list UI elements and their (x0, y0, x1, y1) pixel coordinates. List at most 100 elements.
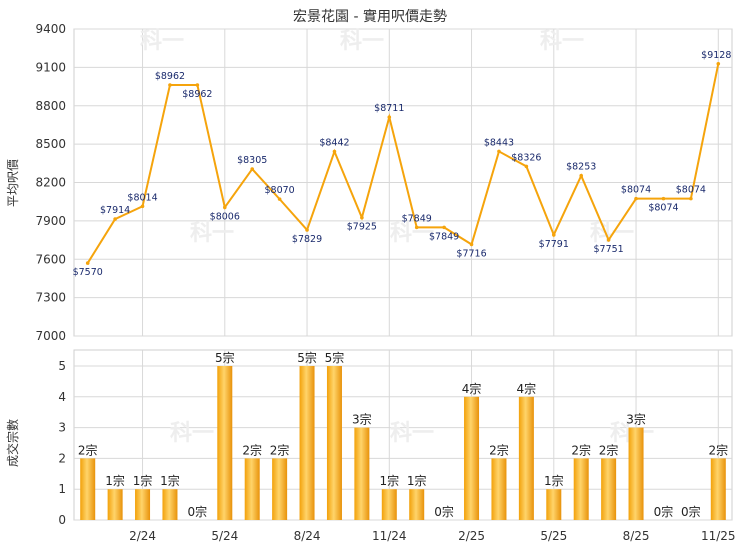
volume-bar (326, 366, 342, 520)
price-data-label: $7751 (594, 244, 624, 255)
volume-chart-panel: 0 1 2 3 4 5 2/24 5/24 8/24 11/24 2/25 5/25 8/25 11/25… (58, 349, 736, 543)
volume-bar (381, 489, 397, 520)
price-point (360, 215, 364, 220)
price-data-label: $8962 (155, 71, 185, 82)
price-data-label: $7849 (402, 213, 432, 224)
volume-data-label: 0宗 (188, 504, 208, 519)
volume-bar (107, 489, 123, 520)
price-point (524, 164, 529, 169)
volume-data-label: 3宗 (626, 412, 646, 427)
volume-y-tick-label: 2 (58, 451, 66, 465)
price-data-label: $8070 (265, 185, 295, 196)
price-data-label: $8326 (511, 152, 541, 163)
x-tick-label: 5/25 (540, 529, 567, 543)
volume-data-label: 2宗 (242, 442, 262, 457)
price-point (140, 204, 145, 209)
price-data-label: $7914 (100, 205, 130, 216)
price-y-tick-label: 7900 (35, 214, 66, 228)
price-axis-title: 平均呎價 (6, 159, 20, 207)
watermark-text: 科一 (190, 221, 234, 246)
volume-y-tick-label: 4 (58, 390, 66, 404)
price-y-tick-label: 7300 (35, 291, 66, 305)
price-data-label: $7829 (292, 234, 322, 245)
price-point (661, 196, 666, 201)
price-series-line (86, 63, 720, 264)
price-data-label: $7791 (539, 239, 569, 250)
price-point (716, 61, 721, 66)
price-point (387, 115, 392, 119)
watermark-text: 科一 (140, 29, 184, 54)
volume-data-label: 2宗 (571, 442, 591, 457)
chart-title: 宏景花園 - 實用呎價走勢 (293, 8, 447, 25)
price-point (634, 196, 638, 201)
price-point (689, 196, 693, 201)
volume-axis-title: 成交宗數 (5, 419, 20, 467)
price-data-label: $7570 (73, 267, 103, 278)
volume-bar (244, 458, 260, 520)
price-data-label: $8305 (237, 155, 267, 166)
price-point (277, 197, 282, 201)
price-y-tick-label: 8500 (35, 137, 66, 151)
price-data-label: $8711 (374, 103, 404, 114)
price-point (414, 225, 419, 230)
x-tick-label: 2/25 (458, 529, 485, 543)
volume-plot-area (73, 349, 733, 521)
x-tick-label: 8/25 (623, 529, 650, 543)
volume-bar (464, 396, 480, 520)
price-y-tick-label: 9100 (35, 60, 66, 74)
volume-bar (299, 366, 315, 520)
price-data-label: $9128 (701, 50, 731, 61)
price-data-label: $8074 (648, 203, 678, 214)
price-data-label: $7925 (347, 222, 377, 233)
volume-bar (518, 396, 534, 520)
price-point (305, 228, 309, 232)
x-tick-label: 5/24 (211, 529, 238, 543)
volume-data-label: 1宗 (544, 473, 564, 488)
watermark-text: 科一 (340, 29, 384, 54)
volume-data-label: 5宗 (297, 350, 317, 365)
volume-bar (80, 458, 96, 520)
price-point (551, 233, 556, 237)
volume-data-label: 4宗 (517, 381, 537, 396)
price-data-label: $8074 (676, 185, 706, 196)
volume-data-label: 1宗 (160, 473, 180, 488)
price-data-label: $8074 (621, 185, 651, 196)
volume-data-label: 1宗 (379, 473, 399, 488)
price-y-tick-label: 8800 (35, 99, 66, 113)
volume-data-label: 2宗 (599, 442, 619, 457)
volume-bar (272, 458, 288, 520)
price-point (606, 238, 611, 242)
price-point (469, 242, 474, 247)
volume-data-label: 2宗 (270, 442, 290, 457)
volume-data-label: 0宗 (654, 504, 674, 519)
volume-data-label: 0宗 (434, 504, 454, 519)
watermark-text: 科一 (170, 421, 214, 446)
price-point (222, 205, 227, 210)
volume-data-label: 5宗 (325, 350, 345, 365)
volume-data-label: 5宗 (215, 350, 235, 365)
volume-data-label: 1宗 (105, 473, 125, 488)
volume-bar (710, 458, 726, 520)
price-point (168, 83, 172, 87)
volume-y-tick-label: 5 (58, 359, 66, 373)
price-point (85, 261, 90, 265)
volume-bar (354, 427, 370, 520)
price-data-label: $8962 (182, 89, 212, 100)
volume-bar (491, 458, 507, 520)
volume-data-label: 3宗 (352, 412, 372, 427)
price-data-label: $7716 (456, 248, 486, 259)
price-point (195, 83, 200, 87)
volume-bar (217, 366, 233, 520)
price-data-label: $8014 (127, 192, 157, 203)
volume-bar (573, 458, 589, 520)
volume-bar (409, 489, 425, 520)
price-point (442, 225, 446, 230)
price-y-tick-label: 8200 (35, 176, 66, 190)
volume-data-label: 1宗 (407, 473, 427, 488)
price-point (332, 149, 337, 154)
watermark-text: 科一 (390, 221, 434, 246)
volume-bar (162, 489, 178, 520)
price-data-label: $8253 (566, 162, 596, 173)
